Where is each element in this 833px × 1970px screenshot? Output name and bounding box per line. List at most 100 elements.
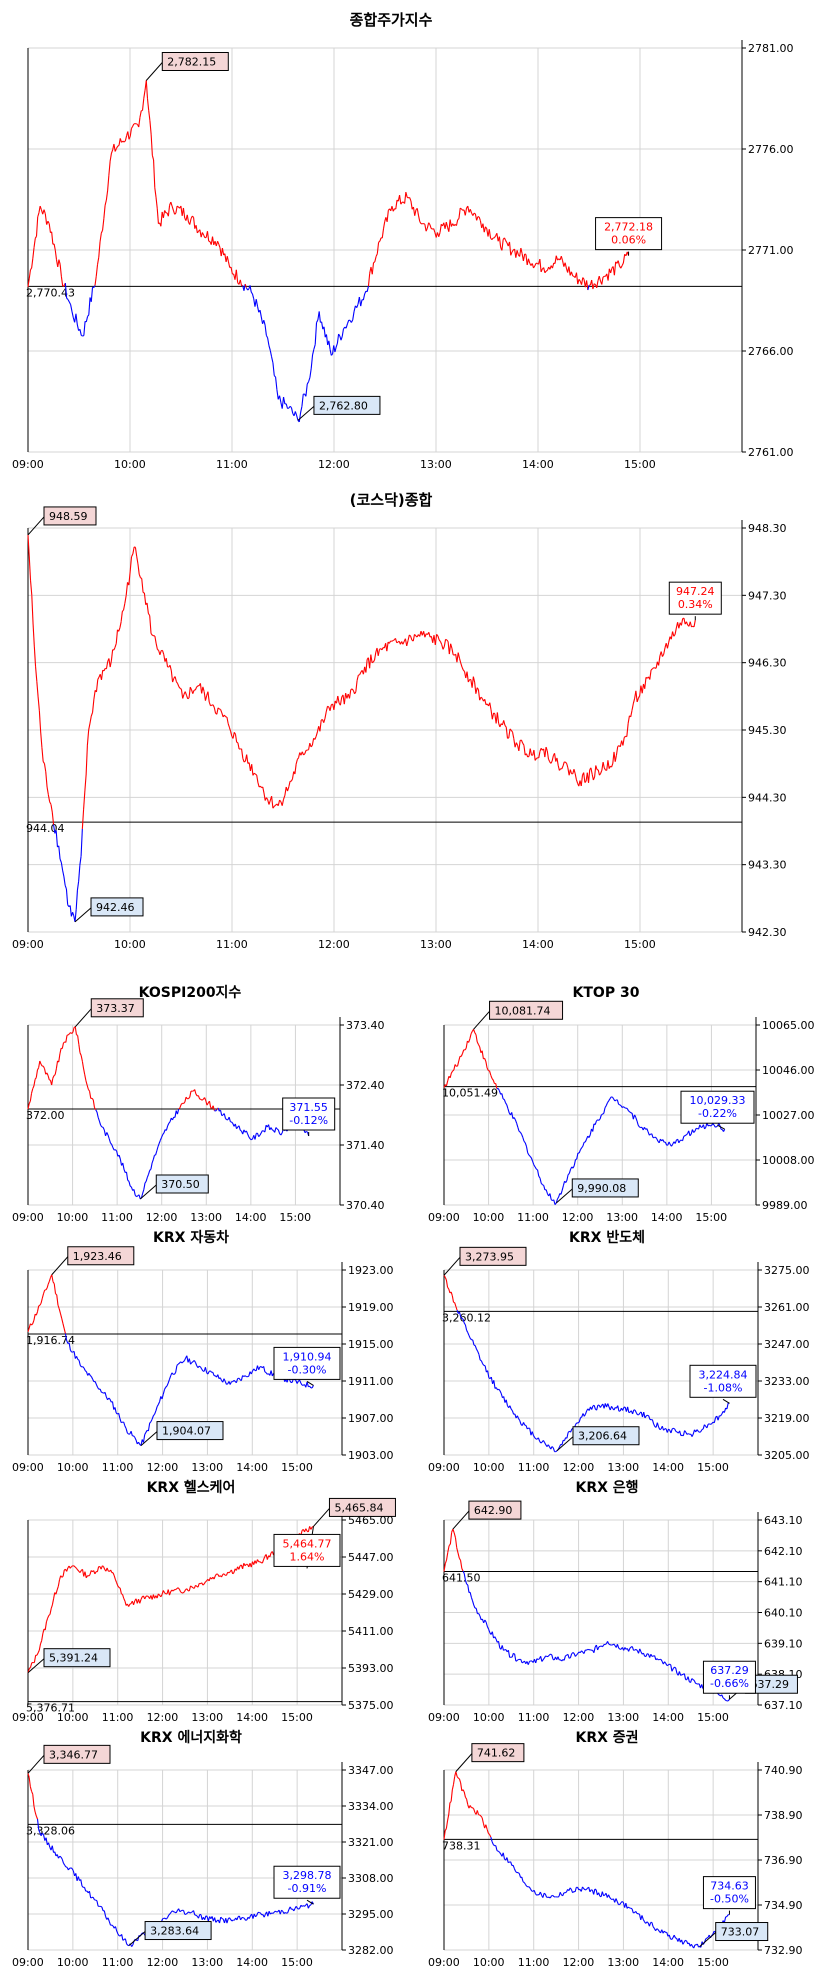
series-segment (253, 1368, 256, 1371)
series-segment (577, 1651, 580, 1654)
series-segment (543, 1185, 546, 1191)
series-segment (244, 283, 247, 288)
high-callout-label: 5,465.84 (334, 1501, 383, 1514)
series-segment (513, 1117, 516, 1121)
series-segment (692, 1679, 695, 1681)
series-segment (105, 661, 109, 669)
series-segment (461, 1049, 465, 1054)
series-segment (139, 1599, 142, 1604)
series-segment (629, 1646, 632, 1649)
series-segment (434, 634, 438, 645)
series-segment (149, 1168, 152, 1171)
series-segment (648, 1133, 651, 1136)
series-segment (529, 1156, 532, 1159)
series-segment (480, 696, 483, 699)
x-tick-label: 13:00 (606, 1211, 638, 1224)
series-segment (726, 1914, 729, 1917)
series-segment (154, 187, 157, 198)
series-segment (691, 1678, 694, 1681)
series-segment (603, 1107, 606, 1114)
series-segment (648, 1922, 652, 1927)
series-segment (241, 748, 244, 759)
series-segment (70, 1867, 73, 1869)
series-segment (467, 1584, 470, 1593)
series-segment (54, 1851, 57, 1857)
series-segment (39, 205, 42, 211)
series-segment (680, 618, 684, 626)
series-segment (451, 1784, 455, 1790)
series-segment (598, 1892, 601, 1897)
series-segment (445, 1080, 449, 1086)
series-segment (109, 660, 112, 668)
series-segment (101, 1906, 104, 1911)
y-tick-label: 10046.00 (762, 1064, 815, 1077)
series-segment (572, 1651, 575, 1654)
series-segment (484, 1619, 487, 1623)
series-segment (467, 679, 471, 683)
y-tick-label: 3247.00 (764, 1338, 810, 1351)
series-segment (457, 652, 460, 659)
series-segment (98, 1120, 102, 1126)
series-segment (99, 233, 102, 243)
series-segment (498, 236, 502, 248)
series-segment (175, 1365, 178, 1373)
series-segment (402, 641, 405, 645)
series-segment (496, 712, 500, 724)
series-segment (172, 209, 176, 215)
y-tick-label: 642.10 (764, 1545, 803, 1558)
x-tick-label: 13:00 (607, 1461, 639, 1474)
series-segment (513, 738, 516, 748)
series-segment (595, 765, 598, 770)
series-segment (627, 715, 630, 724)
series-segment (614, 1099, 617, 1102)
series-segment (517, 1127, 520, 1132)
series-segment (408, 634, 411, 637)
series-segment (458, 1557, 462, 1561)
series-segment (657, 1929, 660, 1932)
series-segment (48, 1613, 51, 1616)
series-segment (568, 1169, 572, 1174)
series-segment (593, 1888, 596, 1895)
series-segment (628, 1648, 631, 1652)
series-segment (516, 250, 519, 255)
series-segment (466, 1330, 469, 1333)
last-change-label: -1.08% (704, 1381, 743, 1394)
series-segment (651, 1655, 654, 1657)
series-segment (678, 1140, 681, 1144)
series-segment (534, 758, 537, 761)
series-segment (597, 1646, 600, 1651)
series-segment (373, 261, 376, 264)
series-segment (81, 809, 85, 829)
series-segment (75, 1567, 78, 1571)
x-tick-label: 12:00 (318, 938, 350, 951)
series-segment (32, 247, 35, 259)
series-segment (157, 1143, 160, 1147)
series-segment (59, 1313, 63, 1319)
y-tick-label: 945.30 (748, 724, 787, 737)
series-segment (608, 1098, 611, 1102)
series-segment (568, 266, 571, 276)
x-tick-label: 13:00 (191, 1461, 223, 1474)
series-segment (618, 1647, 621, 1650)
series-segment (634, 1409, 637, 1413)
series-segment (305, 1528, 308, 1532)
y-tick-label: 641.10 (764, 1576, 803, 1589)
series-segment (592, 1123, 595, 1132)
series-segment (62, 870, 65, 877)
series-segment (205, 1580, 208, 1583)
series-segment (578, 1417, 582, 1423)
series-segment (89, 1091, 92, 1099)
series-segment (198, 1365, 201, 1368)
series-segment (583, 1649, 586, 1654)
high-callout-box (161, 51, 229, 71)
series-segment (651, 1922, 654, 1927)
series-segment (445, 1279, 449, 1288)
series-segment (510, 251, 513, 256)
series-segment (445, 222, 449, 228)
series-segment (259, 1132, 262, 1136)
series-segment (505, 1102, 508, 1106)
series-segment (264, 1125, 267, 1133)
series-segment (274, 1910, 277, 1913)
series-segment (492, 1844, 495, 1847)
series-segment (556, 1196, 560, 1200)
